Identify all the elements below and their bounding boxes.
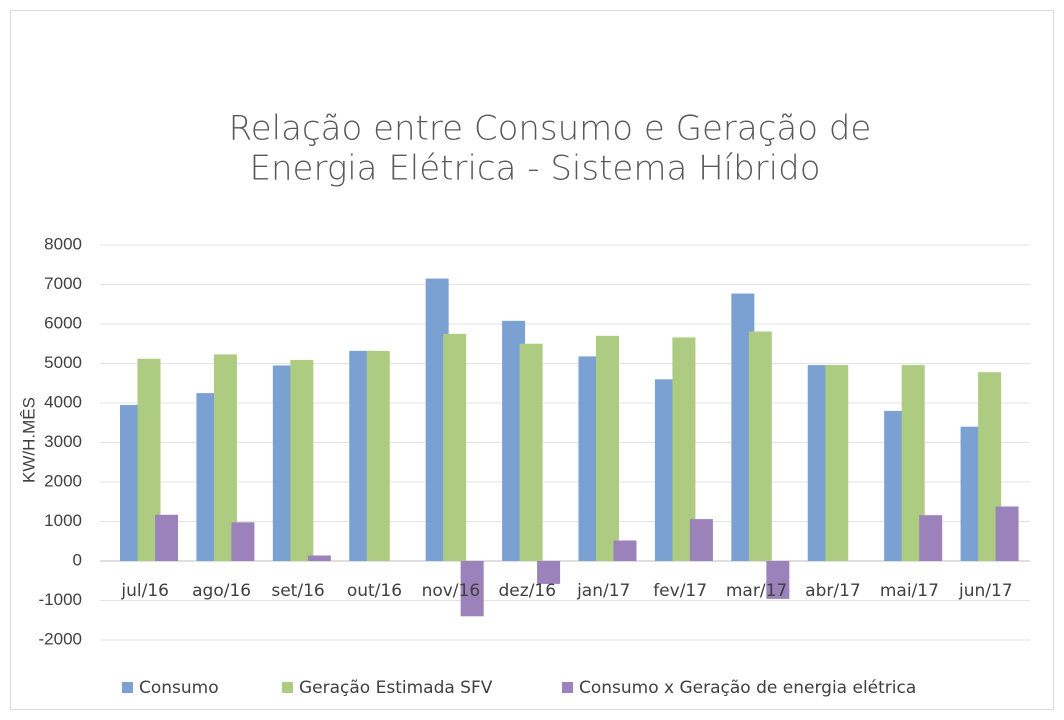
legend-swatch: [282, 682, 293, 693]
bar: [901, 365, 925, 561]
x-tick-label: abr/17: [805, 581, 861, 601]
bar: [578, 356, 602, 561]
bar: [995, 506, 1019, 561]
x-tick-label: jan/17: [576, 581, 630, 601]
chart-title: Relação entre Consumo e Geração de: [229, 109, 872, 149]
bar: [519, 343, 543, 561]
bar: [425, 278, 449, 561]
bar: [349, 350, 373, 561]
x-tick-label: fev/17: [653, 581, 707, 601]
y-tick-label: -2000: [39, 629, 82, 648]
bar: [537, 561, 561, 584]
bar: [120, 404, 143, 561]
x-tick-label: jul/16: [120, 581, 169, 601]
x-tick-label: nov/16: [422, 581, 481, 601]
bar: [919, 515, 943, 561]
bar: [231, 522, 255, 561]
y-tick-label: 0: [73, 550, 82, 569]
bar: [825, 365, 849, 561]
bar: [272, 365, 296, 561]
y-tick-label: 2000: [44, 471, 82, 490]
bar: [766, 561, 790, 599]
x-tick-label: ago/16: [192, 581, 251, 601]
bar: [731, 293, 755, 561]
bar: [460, 561, 484, 617]
chart-title: Energia Elétrica - Sistema Híbrido: [250, 149, 821, 189]
y-tick-label: 5000: [44, 353, 82, 372]
bar: [290, 359, 314, 561]
bar: [748, 331, 772, 561]
bar: [137, 358, 161, 561]
bar: [960, 426, 984, 561]
bar: [807, 365, 831, 561]
bar: [596, 335, 619, 561]
legend-label: Geração Estimada SFV: [299, 678, 493, 698]
legend-label: Consumo x Geração de energia elétrica: [579, 678, 916, 698]
y-tick-label: 4000: [44, 392, 82, 411]
bar: [689, 519, 713, 561]
x-tick-label: out/16: [347, 581, 402, 601]
bar: [196, 393, 220, 561]
bar: [884, 410, 908, 561]
bar: [672, 337, 696, 561]
y-tick-label: 6000: [44, 313, 82, 332]
y-tick-label: 1000: [44, 511, 82, 530]
bar: [307, 555, 331, 561]
bar: [443, 333, 467, 561]
x-tick-label: set/16: [271, 581, 324, 601]
x-tick-label: jun/17: [958, 581, 1013, 601]
bar: [366, 350, 390, 561]
legend-swatch: [562, 682, 573, 693]
y-tick-label: 8000: [44, 234, 82, 253]
x-tick-label: mar/17: [726, 581, 787, 601]
x-tick-label: dez/16: [499, 581, 557, 601]
legend-swatch: [122, 682, 133, 693]
bar: [155, 514, 178, 561]
bar: [213, 354, 237, 561]
y-tick-label: 7000: [44, 274, 82, 293]
bar: [502, 320, 526, 561]
y-tick-label: -1000: [39, 590, 82, 609]
x-tick-label: mai/17: [880, 581, 939, 601]
bar: [654, 379, 678, 561]
y-tick-label: 3000: [44, 432, 82, 451]
y-axis-label: KW/H.MÊS: [19, 397, 38, 483]
bar: [613, 540, 637, 561]
legend-label: Consumo: [139, 678, 219, 698]
bar: [978, 372, 1002, 561]
